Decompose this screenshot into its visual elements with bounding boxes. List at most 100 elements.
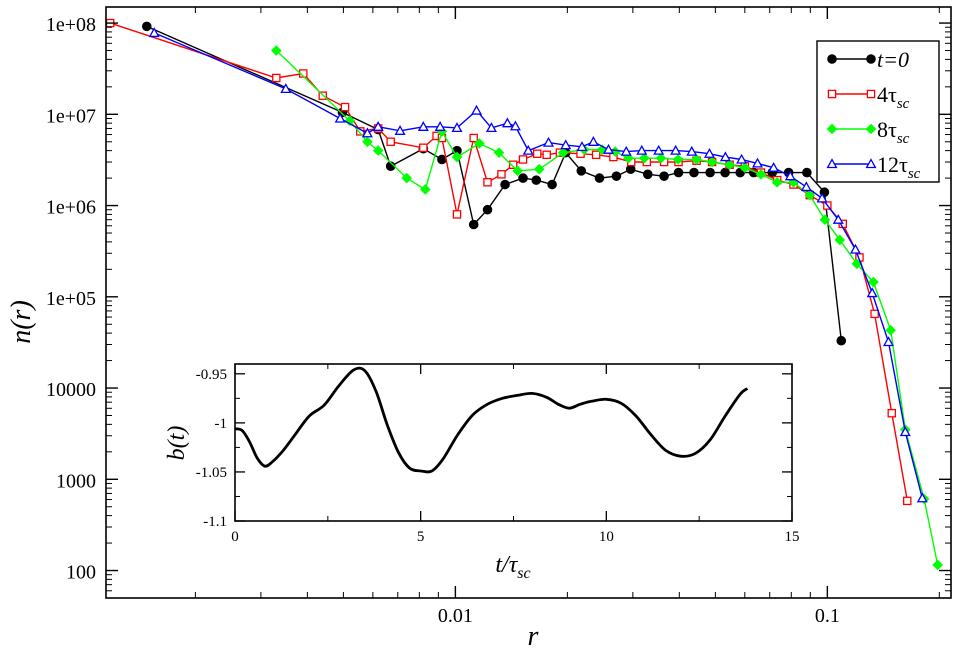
data-point	[148, 27, 160, 38]
y-tick-label: 100	[66, 562, 96, 584]
legend-label: t=0	[877, 47, 909, 72]
data-point	[642, 169, 653, 180]
data-point	[655, 152, 667, 164]
inset-x-tick-label: 15	[785, 529, 800, 545]
data-point	[720, 167, 730, 178]
data-point	[485, 122, 497, 133]
data-point	[361, 127, 373, 138]
data-point	[522, 144, 534, 155]
main-plot	[105, 18, 944, 571]
data-point	[557, 147, 569, 158]
inset-chart: -1.1 -1.05 -1 -0.95 0 5 10 15 b(t) t/τsc	[164, 363, 800, 582]
inset-y-tick-label: -1.1	[203, 514, 227, 530]
inset-x-tick-label: 10	[599, 529, 614, 545]
data-point	[804, 189, 816, 201]
data-point	[836, 335, 847, 346]
data-point	[673, 167, 684, 178]
data-point	[885, 324, 896, 336]
inset-x-tick-label: 5	[417, 529, 425, 545]
data-point	[870, 309, 879, 319]
data-point	[771, 176, 783, 188]
data-point	[768, 161, 780, 172]
data-point	[703, 147, 715, 158]
data-point	[705, 167, 715, 178]
data-point	[518, 173, 528, 183]
data-point	[903, 496, 912, 506]
y-axis-label: n(r)	[6, 300, 37, 344]
data-point	[471, 104, 483, 115]
data-point	[816, 192, 828, 203]
legend: t=0 4τsc 8τsc 12τsc	[816, 40, 940, 183]
data-point	[280, 83, 292, 94]
data-point	[819, 214, 831, 225]
data-point	[591, 150, 601, 160]
data-point	[887, 408, 897, 418]
data-point	[706, 156, 718, 168]
inset-y-tick-label: -0.95	[196, 367, 227, 383]
data-point	[500, 179, 510, 190]
legend-marker	[826, 123, 838, 135]
data-point	[724, 159, 735, 171]
data-point	[452, 210, 462, 219]
data-point	[849, 243, 861, 254]
data-point	[372, 121, 384, 131]
data-point	[636, 144, 648, 155]
legend-marker	[866, 54, 876, 64]
data-point	[270, 45, 282, 56]
series-2	[270, 45, 944, 571]
data-point	[560, 139, 572, 150]
data-point	[419, 143, 428, 153]
inset-y-tick-label: -1.05	[196, 465, 227, 481]
data-point	[482, 204, 493, 215]
legend-label: 8τsc	[877, 117, 910, 147]
data-point	[509, 120, 521, 131]
legend-entry: 8τsc	[826, 117, 910, 147]
data-point	[623, 152, 634, 164]
data-point	[719, 151, 731, 162]
data-point	[752, 157, 764, 168]
data-point	[394, 125, 406, 135]
x-axis-label: r	[528, 621, 539, 649]
data-point	[451, 151, 463, 163]
legend-marker	[826, 158, 838, 169]
data-point	[868, 276, 879, 288]
inset-series-line	[234, 366, 749, 474]
data-point	[533, 163, 545, 175]
data-point	[755, 169, 767, 180]
y-tick-label: 1e+07	[46, 105, 96, 127]
data-point	[340, 102, 350, 112]
data-point	[587, 136, 599, 146]
inset-x-axis-label: t/τsc	[495, 552, 530, 582]
data-point	[576, 166, 587, 176]
x-tick-label: 0.01	[438, 605, 473, 627]
data-point	[594, 173, 605, 183]
data-point	[866, 287, 878, 298]
data-point	[401, 172, 413, 184]
data-point	[451, 122, 463, 133]
data-point	[670, 144, 682, 155]
data-point	[916, 492, 928, 503]
data-point	[533, 149, 542, 158]
data-point	[493, 147, 505, 158]
data-point	[362, 136, 373, 148]
inset-y-tick-label: -1	[215, 416, 228, 432]
data-point	[882, 336, 894, 347]
data-point	[419, 184, 431, 195]
data-point	[834, 234, 846, 246]
data-point	[543, 136, 555, 147]
y-tick-label: 1e+05	[46, 288, 96, 310]
data-point	[653, 144, 665, 155]
legend-marker	[865, 123, 877, 135]
legend-entry: 12τsc	[826, 152, 921, 182]
data-point	[736, 153, 748, 164]
series-3	[148, 27, 928, 503]
data-point	[602, 143, 614, 154]
data-point	[434, 121, 446, 131]
legend-label: 12τsc	[877, 152, 921, 182]
legend-marker	[866, 89, 876, 99]
legend-marker	[827, 54, 837, 64]
data-point	[518, 155, 528, 164]
